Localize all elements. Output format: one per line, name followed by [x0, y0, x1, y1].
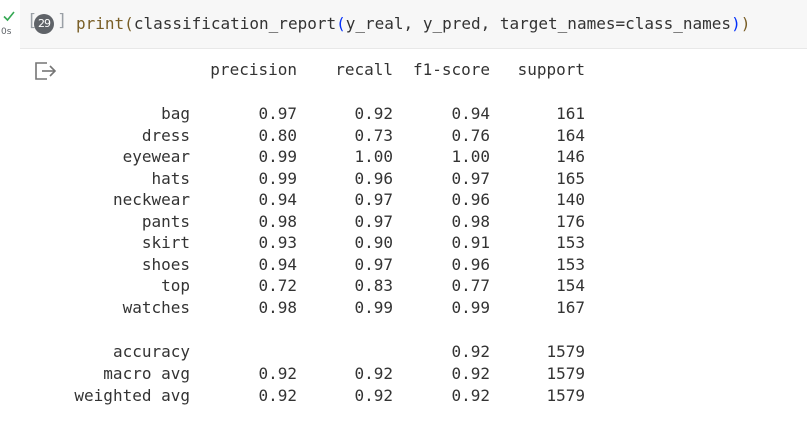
f1-value: 0.96: [451, 254, 490, 274]
recall-value: 0.92: [354, 104, 393, 123]
report-row-watches: watches 0.98 0.99 0.99 167: [0, 298, 620, 319]
precision-value: 0.94: [258, 254, 297, 274]
support-value: 140: [556, 190, 585, 209]
code-args: y_real, y_pred, target_names=class_names: [345, 14, 732, 33]
f1-value: 0.77: [451, 276, 490, 295]
run-cell-button[interactable]: 29: [34, 14, 54, 34]
precision-value: 0.98: [258, 297, 297, 317]
row-label: dress: [141, 125, 190, 145]
row-label: eyewear: [122, 147, 190, 166]
report-row-weighted-avg: weighted avg 0.92 0.92 0.92 1579: [0, 386, 620, 407]
f1-value: 0.92: [451, 385, 490, 405]
exec-bracket-right: ]: [57, 11, 68, 31]
recall-value: 0.99: [354, 297, 393, 317]
row-label: pants: [141, 211, 190, 231]
report-row-eyewear: eyewear 0.99 1.00 1.00 146: [0, 147, 620, 168]
exec-bracket-left: [: [27, 11, 38, 31]
recall-value: 0.97: [354, 211, 393, 231]
precision-value: 0.92: [258, 364, 297, 383]
report-row-top: top 0.72 0.83 0.77 154: [0, 276, 620, 297]
recall-value: 0.73: [354, 125, 393, 145]
header-recall: recall: [335, 60, 393, 79]
report-row-hats: hats 0.99 0.96 0.97 165: [0, 169, 620, 190]
row-label: shoes: [141, 254, 190, 274]
row-label: accuracy: [112, 342, 190, 361]
precision-value: 0.92: [258, 385, 297, 405]
precision-value: 0.99: [258, 147, 297, 166]
f1-value: 0.96: [451, 190, 490, 209]
report-row-dress: dress 0.80 0.73 0.76 164: [0, 126, 620, 147]
row-label: weighted avg: [74, 385, 190, 405]
f1-value: 1.00: [451, 147, 490, 166]
precision-value: 0.97: [258, 104, 297, 123]
precision-value: 0.72: [258, 276, 297, 295]
precision-value: 0.93: [258, 233, 297, 252]
support-value: 165: [556, 168, 585, 188]
run-time: 0s: [1, 27, 12, 37]
code-inner-close-paren: ): [731, 14, 741, 33]
precision-value: 0.98: [258, 211, 297, 231]
f1-value: 0.99: [451, 297, 490, 317]
report-header-row: precision recall f1-score support: [0, 60, 620, 81]
recall-value: 0.92: [354, 364, 393, 383]
recall-value: 0.96: [354, 168, 393, 188]
row-label: neckwear: [112, 190, 190, 209]
code-inner-open-paren: (: [336, 14, 346, 33]
report-row-skirt: skirt 0.93 0.90 0.91 153: [0, 233, 620, 254]
code-editor[interactable]: print(classification_report(y_real, y_pr…: [76, 14, 750, 33]
precision-value: 0.94: [258, 190, 297, 209]
f1-value: 0.98: [451, 211, 490, 231]
support-value: 146: [556, 147, 585, 166]
precision-value: 0.80: [258, 125, 297, 145]
code-open-paren: (: [124, 14, 134, 33]
header-support: support: [517, 60, 585, 79]
f1-value: 0.76: [451, 125, 490, 145]
code-print-keyword: print: [76, 14, 125, 33]
report-row-accuracy: accuracy 0.92 1579: [0, 342, 620, 363]
row-label: top: [161, 276, 190, 295]
f1-value: 0.92: [451, 342, 490, 361]
precision-value: 0.99: [258, 168, 297, 188]
support-value: 167: [556, 297, 585, 317]
f1-value: 0.91: [451, 233, 490, 252]
support-value: 1579: [546, 342, 585, 361]
recall-value: 0.97: [354, 190, 393, 209]
row-label: hats: [151, 168, 190, 188]
support-value: 1579: [546, 364, 585, 383]
row-label: skirt: [141, 233, 190, 252]
code-close-paren: ): [740, 14, 751, 33]
recall-value: 0.83: [354, 276, 393, 295]
report-row-pants: pants 0.98 0.97 0.98 176: [0, 212, 620, 233]
row-label: macro avg: [103, 364, 190, 383]
support-value: 1579: [546, 385, 585, 405]
recall-value: 0.92: [354, 385, 393, 405]
support-value: 154: [556, 276, 585, 295]
row-label: bag: [161, 104, 190, 123]
recall-value: 0.97: [354, 254, 393, 274]
output-redirect-icon[interactable]: [33, 60, 57, 82]
support-value: 164: [556, 125, 585, 145]
report-row-bag: bag 0.97 0.92 0.94 161: [0, 104, 620, 125]
header-f1-score: f1-score: [412, 60, 490, 79]
recall-value: 0.90: [354, 233, 393, 252]
f1-value: 0.97: [451, 168, 490, 188]
support-value: 153: [556, 254, 585, 274]
header-precision: precision: [210, 60, 297, 79]
recall-value: 1.00: [354, 147, 393, 166]
report-row-macro-avg: macro avg 0.92 0.92 0.92 1579: [0, 364, 620, 385]
f1-value: 0.94: [451, 104, 490, 123]
support-value: 176: [556, 211, 585, 231]
row-label: watches: [122, 297, 190, 317]
support-value: 161: [556, 104, 585, 123]
f1-value: 0.92: [451, 364, 490, 383]
support-value: 153: [556, 233, 585, 252]
code-cell[interactable]: [ 29 ] print(classification_report(y_rea…: [20, 0, 807, 49]
check-icon: [3, 11, 15, 22]
report-row-shoes: shoes 0.94 0.97 0.96 153: [0, 255, 620, 276]
code-inner-call: classification_report: [133, 14, 337, 33]
report-row-neckwear: neckwear 0.94 0.97 0.96 140: [0, 190, 620, 211]
